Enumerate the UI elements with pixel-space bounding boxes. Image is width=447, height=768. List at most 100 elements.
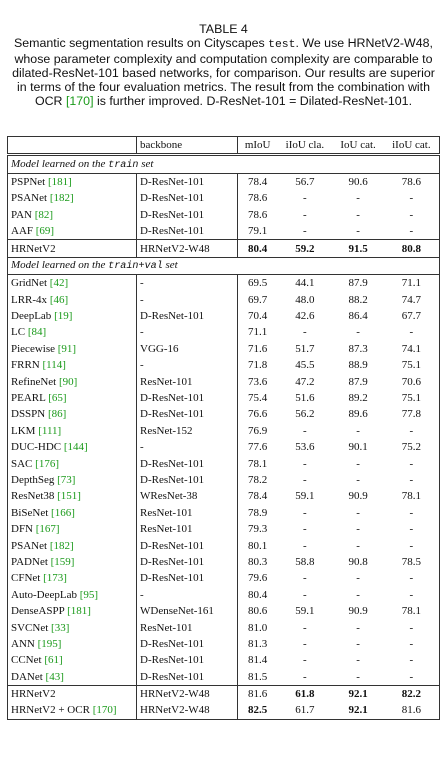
method-cell: GridNet [42] — [7, 274, 137, 292]
score-cell: 56.2 — [277, 406, 332, 422]
table-row: DUC-HDC [144] -77.6 53.6 90.1 75.2 — [7, 439, 440, 456]
citation: [182] — [49, 539, 74, 552]
score-cell: 67.7 — [384, 308, 440, 324]
score-cell: 80.6 — [238, 603, 278, 619]
score: 81.5 — [248, 670, 268, 683]
score-cell: 78.4 — [238, 488, 278, 504]
score: 81.3 — [248, 637, 268, 650]
method-cell: DenseASPP [181] — [7, 602, 137, 620]
citation: [33] — [51, 621, 70, 634]
table-row: LRR-4x [46] -69.7 48.0 88.2 74.7 — [7, 291, 440, 308]
method-name: PEARL — [11, 392, 46, 405]
section-title-part: set — [138, 158, 154, 171]
table-row: LC [84] -71.1- - - — [7, 324, 440, 341]
score-cell: 80.3 — [238, 554, 278, 570]
score-cell: - — [277, 570, 332, 586]
score-cell: - — [277, 587, 332, 603]
score: - — [303, 588, 307, 601]
score: - — [409, 654, 414, 667]
backbone-cell: D-ResNet-101 — [136, 307, 238, 325]
score: 80.8 — [401, 242, 421, 255]
score: 79.3 — [248, 523, 268, 536]
citation: [19] — [54, 310, 73, 323]
score: - — [409, 208, 414, 221]
score: 78.2 — [248, 474, 268, 486]
backbone-cell: ResNet-101 — [136, 619, 238, 636]
score-cell: 74.7 — [384, 292, 440, 308]
score-cell: 90.8 — [332, 554, 383, 570]
score-cell: 75.1 — [384, 390, 440, 406]
score: - — [409, 670, 414, 683]
score: 90.9 — [348, 490, 368, 503]
table-body: Model learned on the train set PSPNet [18… — [7, 154, 440, 720]
score-cell: 58.8 — [277, 554, 332, 570]
score: - — [303, 208, 307, 221]
score-cell: - — [332, 570, 383, 586]
backbone-cell: D-ResNet-101 — [136, 668, 238, 686]
citation: [114] — [42, 359, 66, 372]
table-row: PEARL [65] D-ResNet-101 75.4 51.6 89.2 75.1 — [7, 389, 440, 407]
method-name: DSSPN — [11, 408, 46, 421]
header-cell — [7, 136, 137, 157]
citation: [84] — [27, 326, 47, 339]
score-cell: - — [277, 190, 332, 206]
method-cell: RefineNet [90] — [7, 373, 137, 390]
score-cell: - — [384, 455, 440, 471]
score-cell: 78.5 — [384, 554, 440, 570]
method-name: HRNetV2 + OCR — [11, 704, 90, 717]
backbone-cell: D-ResNet-101 — [136, 173, 238, 191]
score: - — [409, 588, 414, 601]
citation: [176] — [35, 457, 59, 470]
method-name: Auto-DeepLab — [11, 588, 77, 601]
backbone-cell: D-ResNet-101 — [136, 190, 238, 207]
citation: [61] — [44, 654, 63, 667]
caption-label: TABLE 4 — [199, 22, 248, 36]
backbone-cell: - — [136, 291, 238, 308]
citation: [73] — [57, 474, 76, 486]
backbone-cell: - — [136, 324, 238, 341]
score: - — [303, 572, 307, 585]
method-cell: PAN [82] — [7, 206, 137, 223]
score-cell: 56.7 — [277, 173, 332, 190]
method-name: RefineNet — [11, 375, 57, 388]
citation: [65] — [48, 392, 67, 405]
score: - — [409, 637, 414, 650]
method-name: ResNet38 — [11, 490, 55, 503]
method-cell: CCNet [61] — [7, 652, 137, 669]
score: 74.7 — [401, 293, 421, 306]
score-cell: - — [332, 472, 383, 488]
method-cell: CFNet [173] — [7, 570, 137, 587]
score-cell: - — [332, 669, 383, 686]
method-name: PSPNet — [11, 175, 46, 188]
backbone-cell: D-ResNet-101 — [136, 471, 238, 489]
table-row: PADNet [159] D-ResNet-101 80.3 58.8 90.8 78.5 — [7, 553, 440, 571]
score: 90.8 — [348, 555, 368, 568]
score-cell: 90.9 — [332, 488, 383, 504]
score-cell: 71.1 — [238, 324, 278, 340]
score-cell: - — [332, 505, 383, 521]
score: 59.1 — [295, 605, 315, 618]
score: - — [409, 192, 414, 205]
score-cell: - — [277, 652, 332, 668]
score: - — [356, 621, 360, 634]
score-cell: - — [332, 423, 383, 439]
score-cell: 79.3 — [238, 521, 278, 537]
score-cell: - — [332, 190, 383, 206]
score-cell: 74.1 — [384, 341, 440, 357]
score-cell: 73.6 — [238, 373, 278, 389]
score-cell: 80.4 — [238, 587, 278, 603]
backbone-cell: D-ResNet-101 — [136, 652, 238, 669]
method-cell: DFN [167] — [7, 520, 137, 538]
caption-text: is further improved. D-ResNet-101 = Dila… — [93, 94, 413, 108]
score: 69.5 — [248, 277, 268, 290]
score: - — [356, 457, 360, 470]
score-cell: 81.0 — [238, 619, 278, 635]
citation: [90] — [58, 375, 78, 388]
score: 78.1 — [248, 457, 268, 470]
score-cell: - — [277, 619, 332, 635]
column-header: IoU cat. — [332, 136, 384, 157]
score-cell: - — [277, 423, 332, 439]
method-name: DenseASPP — [11, 605, 65, 618]
score-cell: 70.4 — [238, 308, 278, 324]
score-cell: 61.7 — [277, 702, 332, 719]
